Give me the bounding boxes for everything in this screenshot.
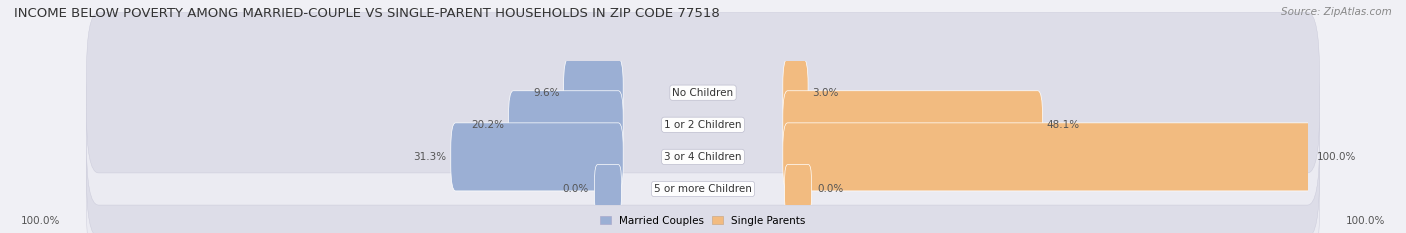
Text: 100.0%: 100.0% [21,216,60,226]
Text: 9.6%: 9.6% [533,88,560,98]
Text: 31.3%: 31.3% [413,152,447,162]
Text: 100.0%: 100.0% [1316,152,1355,162]
FancyBboxPatch shape [595,164,621,213]
FancyBboxPatch shape [785,164,811,213]
Text: INCOME BELOW POVERTY AMONG MARRIED-COUPLE VS SINGLE-PARENT HOUSEHOLDS IN ZIP COD: INCOME BELOW POVERTY AMONG MARRIED-COUPL… [14,7,720,20]
Text: 3 or 4 Children: 3 or 4 Children [664,152,742,162]
FancyBboxPatch shape [783,123,1312,191]
FancyBboxPatch shape [86,109,1320,233]
FancyBboxPatch shape [451,123,623,191]
Text: 0.0%: 0.0% [817,184,844,194]
Text: 3.0%: 3.0% [813,88,839,98]
FancyBboxPatch shape [86,77,1320,233]
Text: No Children: No Children [672,88,734,98]
Text: Source: ZipAtlas.com: Source: ZipAtlas.com [1281,7,1392,17]
Text: 1 or 2 Children: 1 or 2 Children [664,120,742,130]
FancyBboxPatch shape [86,12,1320,173]
Text: 20.2%: 20.2% [471,120,505,130]
Text: 5 or more Children: 5 or more Children [654,184,752,194]
Legend: Married Couples, Single Parents: Married Couples, Single Parents [599,214,807,228]
FancyBboxPatch shape [783,59,808,127]
FancyBboxPatch shape [86,45,1320,205]
FancyBboxPatch shape [783,91,1043,159]
FancyBboxPatch shape [509,91,623,159]
Text: 48.1%: 48.1% [1047,120,1080,130]
Text: 0.0%: 0.0% [562,184,589,194]
FancyBboxPatch shape [564,59,623,127]
Text: 100.0%: 100.0% [1346,216,1385,226]
